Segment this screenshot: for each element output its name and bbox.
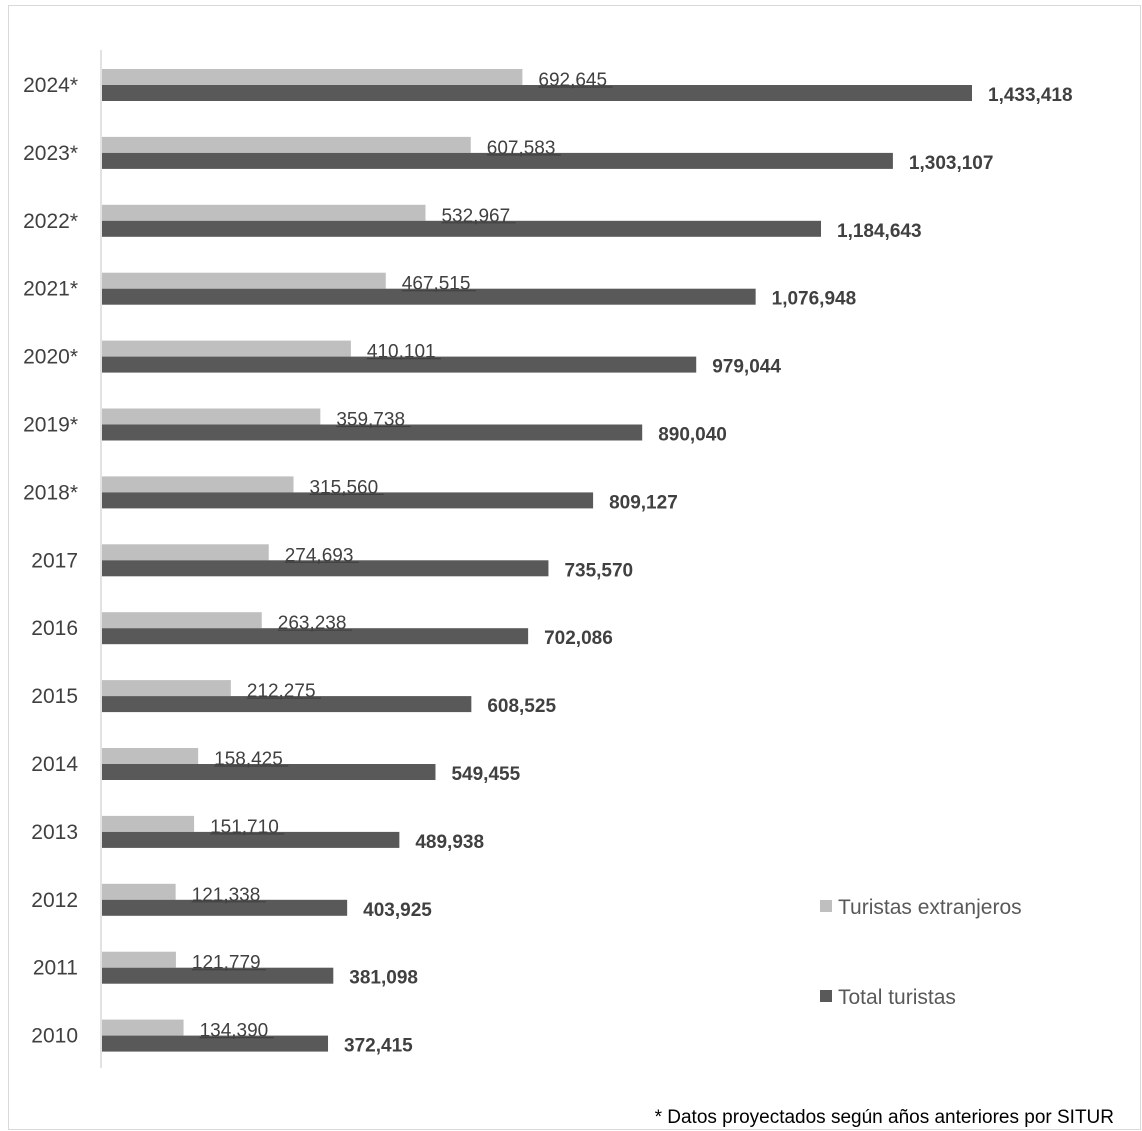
bar-extranjeros-2024 xyxy=(102,69,523,85)
bar-total-2019 xyxy=(102,424,643,441)
data-label-total-2013: 489,938 xyxy=(415,832,484,853)
data-label-total-2018: 809,127 xyxy=(609,492,678,513)
bar-extranjeros-2015 xyxy=(102,680,231,697)
data-label-extranjeros-2023: 607,583 xyxy=(487,138,556,159)
data-label-total-2015: 608,525 xyxy=(487,696,556,717)
data-label-extranjeros-2012: 121,338 xyxy=(192,885,261,906)
bar-total-2013 xyxy=(102,831,400,848)
data-label-total-2012: 403,925 xyxy=(363,900,432,921)
bar-total-2024 xyxy=(102,85,972,101)
category-label-2016: 2016 xyxy=(31,617,78,640)
bar-total-2010 xyxy=(102,1035,329,1052)
bar-total-2011 xyxy=(102,967,334,984)
footnote: * Datos proyectados según años anteriore… xyxy=(654,1107,1114,1128)
bar-total-2023 xyxy=(102,152,893,169)
data-label-extranjeros-2024: 692,645 xyxy=(538,70,607,91)
category-label-2014: 2014 xyxy=(31,753,78,776)
data-label-total-2023: 1,303,107 xyxy=(909,153,994,174)
category-label-2024: 2024* xyxy=(23,74,78,97)
bar-extranjeros-2014 xyxy=(102,748,199,764)
data-label-extranjeros-2010: 134,390 xyxy=(200,1021,269,1042)
category-label-2018: 2018* xyxy=(23,481,78,504)
data-label-total-2024: 1,433,418 xyxy=(988,85,1073,106)
category-label-2019: 2019* xyxy=(23,414,78,437)
category-label-2023: 2023* xyxy=(23,142,78,165)
data-label-extranjeros-2014: 158,425 xyxy=(214,749,283,770)
data-label-extranjeros-2011: 121,779 xyxy=(192,953,261,974)
category-label-2017: 2017 xyxy=(31,549,78,572)
bar-extranjeros-2018 xyxy=(102,476,294,493)
bar-total-2012 xyxy=(102,899,348,916)
bar-total-2022 xyxy=(102,220,822,237)
bar-extranjeros-2020 xyxy=(102,340,351,357)
bar-extranjeros-2019 xyxy=(102,408,321,425)
data-label-total-2017: 735,570 xyxy=(564,560,633,581)
data-label-extranjeros-2018: 315,560 xyxy=(310,477,379,498)
bar-extranjeros-2013 xyxy=(102,815,195,832)
bar-extranjeros-2016 xyxy=(102,612,262,629)
legend-swatch-total xyxy=(820,990,832,1002)
data-label-extranjeros-2019: 359,738 xyxy=(336,410,405,431)
bar-total-2015 xyxy=(102,696,472,713)
bar-extranjeros-2011 xyxy=(102,951,176,968)
category-label-2015: 2015 xyxy=(31,685,78,708)
legend-swatch-extranjeros xyxy=(820,900,832,912)
data-label-extranjeros-2016: 263,238 xyxy=(278,613,347,634)
bar-total-2016 xyxy=(102,628,529,645)
data-label-total-2021: 1,076,948 xyxy=(772,289,857,310)
legend-label-extranjeros: Turistas extranjeros xyxy=(838,896,1022,919)
bar-extranjeros-2023 xyxy=(102,136,471,153)
data-label-total-2020: 979,044 xyxy=(712,357,781,378)
data-label-extranjeros-2017: 274,693 xyxy=(285,545,354,566)
category-label-2011: 2011 xyxy=(33,957,78,980)
bar-extranjeros-2017 xyxy=(102,544,269,561)
category-label-2021: 2021* xyxy=(23,278,78,301)
bars-layer: 2010 134,390 372,415 2011 121,779 381,098 2012… xyxy=(23,69,1073,1057)
bar-total-2017 xyxy=(102,560,549,577)
data-label-total-2016: 702,086 xyxy=(544,628,613,649)
data-label-total-2019: 890,040 xyxy=(658,425,727,446)
data-label-extranjeros-2022: 532,967 xyxy=(441,206,510,227)
bar-extranjeros-2022 xyxy=(102,204,426,221)
bar-extranjeros-2021 xyxy=(102,272,386,289)
data-label-total-2011: 381,098 xyxy=(349,968,418,989)
data-label-extranjeros-2015: 212,275 xyxy=(247,681,316,702)
category-label-2020: 2020* xyxy=(23,346,78,369)
category-label-2010: 2010 xyxy=(31,1025,78,1048)
category-label-2013: 2013 xyxy=(31,821,78,844)
bar-total-2020 xyxy=(102,356,697,373)
bar-total-2018 xyxy=(102,492,594,509)
data-label-total-2010: 372,415 xyxy=(344,1036,413,1057)
bar-total-2021 xyxy=(102,288,756,305)
data-label-extranjeros-2013: 151,710 xyxy=(210,817,279,838)
data-label-extranjeros-2021: 467,515 xyxy=(402,274,471,295)
bar-extranjeros-2010 xyxy=(102,1019,184,1036)
data-label-total-2014: 549,455 xyxy=(451,764,520,785)
data-label-extranjeros-2020: 410,101 xyxy=(367,342,436,363)
bar-total-2014 xyxy=(102,764,436,780)
bar-extranjeros-2012 xyxy=(102,883,176,900)
category-label-2022: 2022* xyxy=(23,210,78,233)
legend: Turistas extranjeros Total turistas xyxy=(820,896,1022,1009)
category-label-2012: 2012 xyxy=(31,889,78,912)
data-label-total-2022: 1,184,643 xyxy=(837,221,922,242)
legend-label-total: Total turistas xyxy=(838,986,956,1009)
